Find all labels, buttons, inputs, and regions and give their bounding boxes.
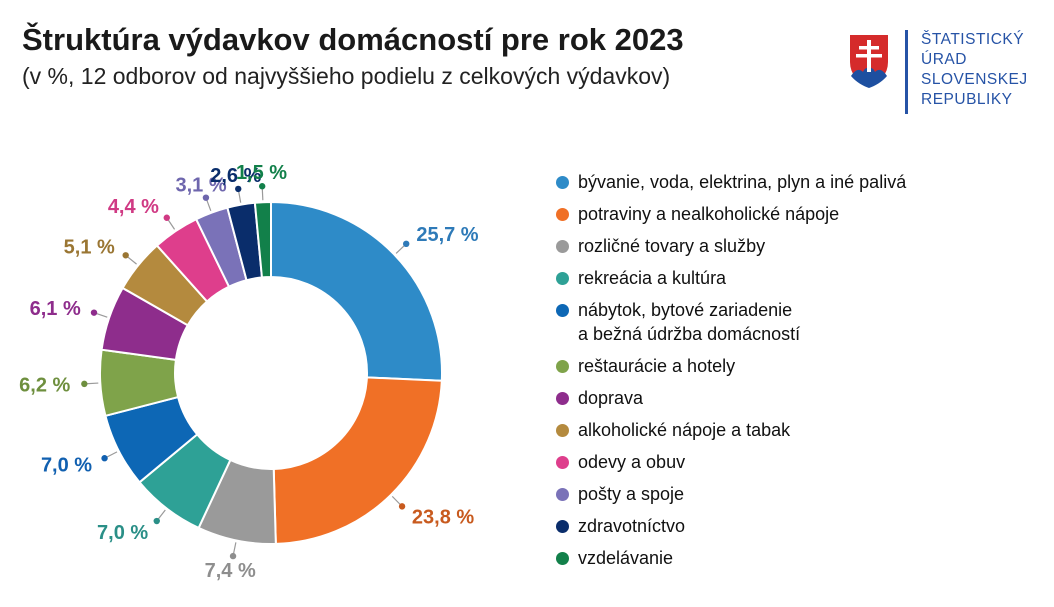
legend-label-9: pošty a spoje — [578, 484, 685, 504]
legend-label-8: odevy a obuv — [578, 452, 686, 472]
legend-item-11: vzdelávanie — [556, 546, 996, 570]
data-label-5: 6,2 % — [19, 375, 70, 397]
leader-dot-5 — [81, 380, 88, 388]
leader-dot-7 — [122, 252, 129, 259]
legend-marker-4 — [556, 304, 569, 317]
leader-dot-6 — [90, 309, 98, 316]
legend-item-2: rozličné tovary a služby — [556, 234, 996, 258]
legend-marker-3 — [556, 272, 569, 285]
leader-dot-1 — [398, 503, 406, 510]
legend-marker-1 — [556, 208, 569, 221]
legend-item-0: bývanie, voda, elektrina, plyn a iné pal… — [556, 170, 996, 194]
data-label-10: 2,6 % — [210, 165, 261, 187]
legend-label-11: vzdelávanie — [578, 548, 674, 568]
chart-title: Štruktúra výdavkov domácností pre rok 20… — [22, 22, 684, 57]
legend-label-3: rekreácia a kultúra — [578, 268, 727, 288]
donut-slice-0 — [270, 200, 443, 382]
legend-item-6: doprava — [556, 386, 996, 410]
data-label-4: 7,0 % — [41, 455, 92, 477]
legend-marker-6 — [556, 392, 569, 405]
legend-label-6: doprava — [578, 388, 644, 408]
legend-marker-0 — [556, 176, 569, 189]
legend-item-1: potraviny a nealkoholické nápoje — [556, 202, 996, 226]
legend-marker-5 — [556, 360, 569, 373]
leader-dot-9 — [202, 194, 210, 201]
legend-label-4: nábytok, bytové zariadenie a bežná údržba… — [578, 300, 801, 344]
chart-legend: bývanie, voda, elektrina, plyn a iné pal… — [556, 170, 996, 578]
legend-label-7: alkoholické nápoje a tabak — [578, 420, 791, 440]
legend-marker-9 — [556, 488, 569, 501]
data-label-9: 3,1 % — [175, 175, 226, 197]
legend-marker-2 — [556, 240, 569, 253]
legend-label-10: zdravotníctvo — [578, 516, 686, 536]
leader-dot-2 — [229, 552, 237, 560]
donut-slice-1 — [272, 376, 443, 545]
donut-slice-11 — [253, 200, 272, 279]
statistical-office-logo: ŠTATISTICKÝ ÚRAD SLOVENSKEJ REPUBLIKY — [847, 30, 1047, 114]
data-label-0: 25,7 % — [416, 224, 478, 246]
legend-item-9: pošty a spoje — [556, 482, 996, 506]
legend-item-8: odevy a obuv — [556, 450, 996, 474]
leader-dot-4 — [101, 455, 108, 462]
legend-label-0: bývanie, voda, elektrina, plyn a iné pal… — [578, 172, 907, 192]
logo-line-4: REPUBLIKY — [921, 91, 1013, 108]
data-label-2: 7,4 % — [205, 560, 256, 582]
legend-item-3: rekreácia a kultúra — [556, 266, 996, 290]
logo-line-1: ŠTATISTICKÝ — [921, 31, 1025, 48]
logo-divider — [905, 30, 908, 114]
data-label-8: 4,4 % — [108, 196, 159, 218]
data-label-7: 5,1 % — [64, 236, 115, 258]
slovak-coat-of-arms-icon — [848, 33, 890, 90]
leader-dot-0 — [403, 240, 410, 248]
logo-line-2: ÚRAD — [921, 51, 967, 68]
legend-marker-10 — [556, 520, 569, 533]
data-label-6: 6,1 % — [30, 298, 81, 320]
legend-item-4: nábytok, bytové zariadenie a bežná údržba… — [556, 298, 996, 346]
legend-item-5: reštaurácie a hotely — [556, 354, 996, 378]
legend-label-1: potraviny a nealkoholické nápoje — [578, 204, 840, 224]
legend-label-5: reštaurácie a hotely — [578, 356, 736, 376]
leader-dot-8 — [163, 214, 170, 221]
data-label-1: 23,8 % — [412, 506, 474, 528]
legend-marker-11 — [556, 552, 569, 565]
legend-marker-7 — [556, 424, 569, 437]
data-label-3: 7,0 % — [97, 522, 148, 544]
leader-dot-11 — [258, 183, 266, 190]
legend-marker-8 — [556, 456, 569, 469]
leader-dot-3 — [153, 517, 160, 525]
legend-item-10: zdravotníctvo — [556, 514, 996, 538]
logo-line-3: SLOVENSKEJ — [921, 71, 1028, 88]
data-label-11: 1,5 % — [236, 162, 287, 184]
logo-text: ŠTATISTICKÝ ÚRAD SLOVENSKEJ REPUBLIKY — [921, 30, 1028, 110]
chart-subtitle: (v %, 12 odborov od najvyššieho podielu … — [22, 63, 671, 89]
leader-dot-10 — [235, 185, 242, 193]
legend-label-2: rozličné tovary a služby — [578, 236, 766, 256]
legend-item-7: alkoholické nápoje a tabak — [556, 418, 996, 442]
